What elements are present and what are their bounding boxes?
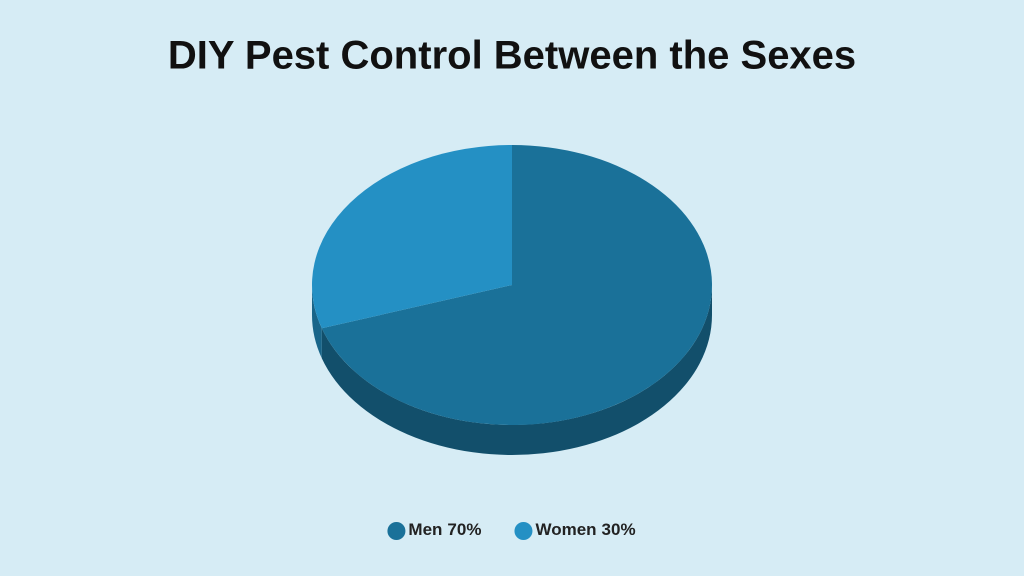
legend-value: 70% bbox=[447, 520, 481, 539]
legend-item: Women 30% bbox=[514, 520, 636, 540]
slice-side bbox=[312, 285, 322, 359]
legend-label: Women 30% bbox=[535, 520, 635, 539]
legend-item: Men 70% bbox=[387, 520, 481, 540]
legend-category: Women bbox=[535, 520, 596, 539]
pie-slice bbox=[321, 145, 712, 425]
pie-slice bbox=[312, 145, 512, 329]
legend-swatch bbox=[387, 522, 406, 540]
legend-value: 30% bbox=[602, 520, 636, 539]
chart-title: DIY Pest Control Between the Sexes bbox=[168, 34, 856, 78]
slice-side bbox=[321, 285, 712, 455]
legend-label: Men 70% bbox=[408, 520, 481, 539]
legend-category: Men bbox=[408, 520, 442, 539]
legend-swatch bbox=[514, 522, 533, 540]
